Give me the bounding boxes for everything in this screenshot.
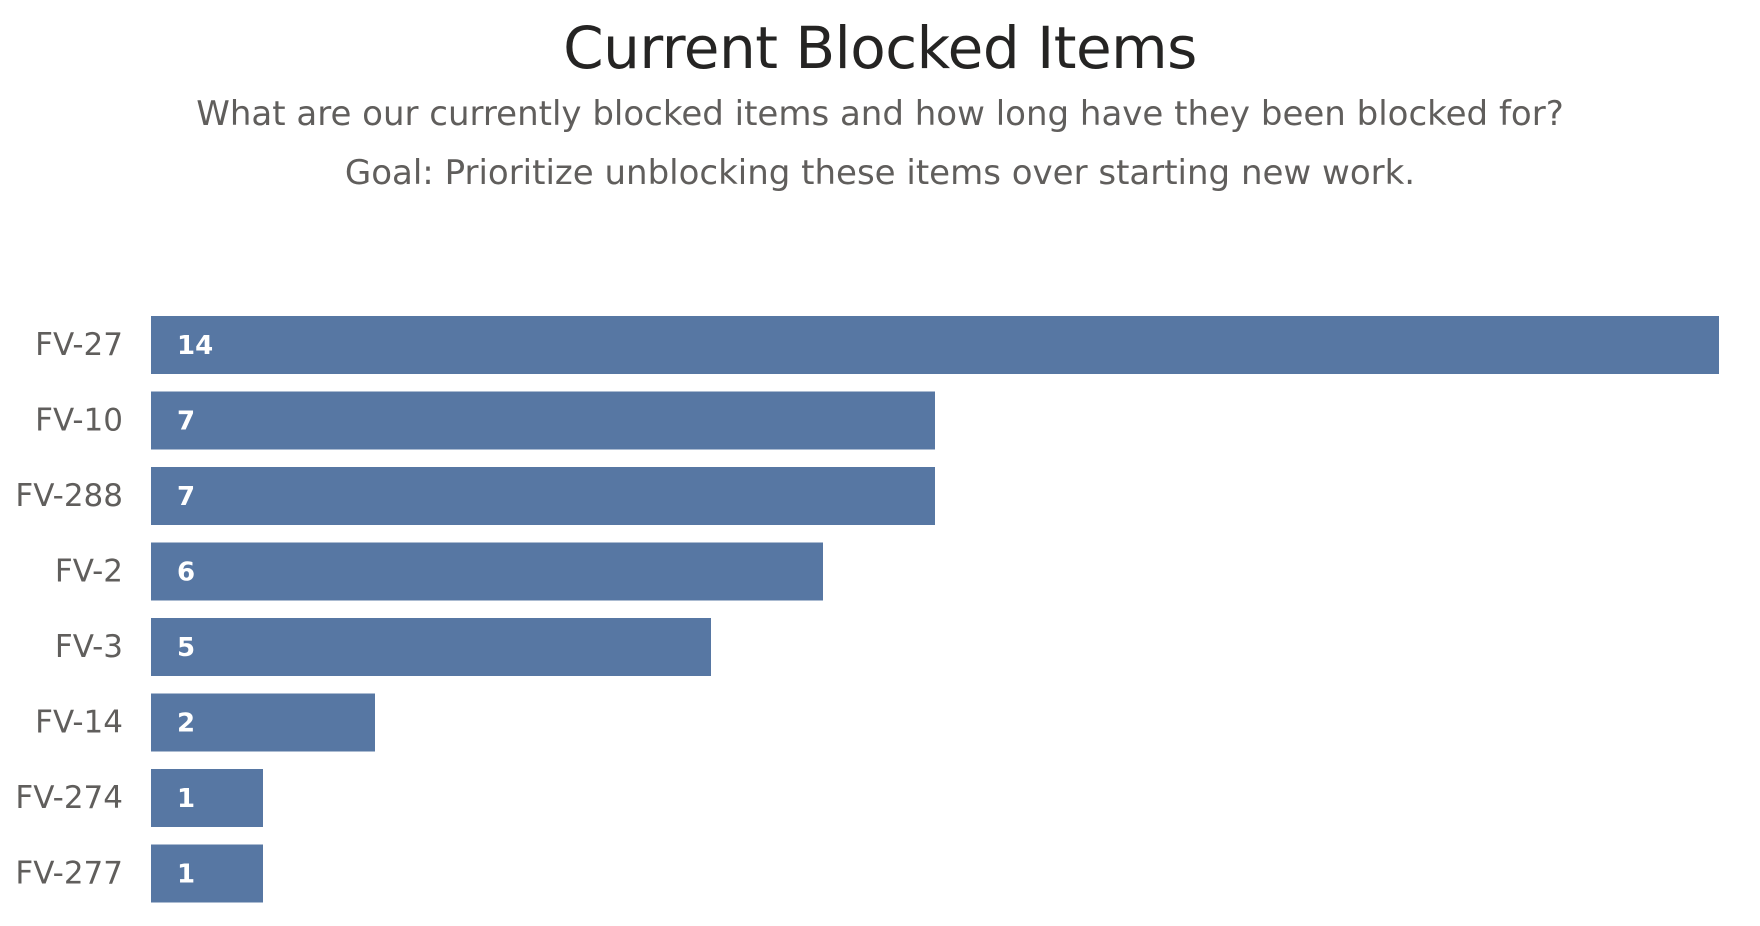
data-label: 2 [177,709,195,739]
category-label: FV-10 [35,403,123,439]
data-label: 1 [177,784,195,814]
data-label: 7 [177,482,195,512]
bar-fv-274[interactable] [151,769,263,827]
chart-title: Current Blocked Items [563,14,1197,82]
category-label: FV-3 [55,629,123,665]
category-label: FV-274 [15,780,123,816]
category-label: FV-288 [15,478,123,514]
category-label: FV-277 [15,856,123,892]
category-label: FV-14 [35,705,123,741]
data-label: 14 [177,331,213,361]
bar-fv-27[interactable] [151,316,1719,374]
bar-fv-14[interactable] [151,693,375,752]
data-label: 5 [177,633,195,663]
plot-area: FV-27 14 FV-10 7 FV-288 7 FV-2 6 FV-3 5 FV-14 2 FV-2… [15,316,1719,903]
data-label: 7 [177,407,195,437]
bar-fv-10[interactable] [151,391,935,450]
bar-fv-288[interactable] [151,467,935,525]
category-label: FV-27 [35,327,123,363]
chart-subtitle-question: What are our currently blocked items and… [196,94,1564,134]
bar-fv-277[interactable] [151,844,263,903]
category-label: FV-2 [55,554,123,590]
bar-fv-3[interactable] [151,618,711,676]
data-label: 1 [177,860,195,890]
chart-subtitle-goal: Goal: Prioritize unblocking these items … [344,153,1416,193]
bar-fv-2[interactable] [151,542,823,601]
data-label: 6 [177,558,195,588]
